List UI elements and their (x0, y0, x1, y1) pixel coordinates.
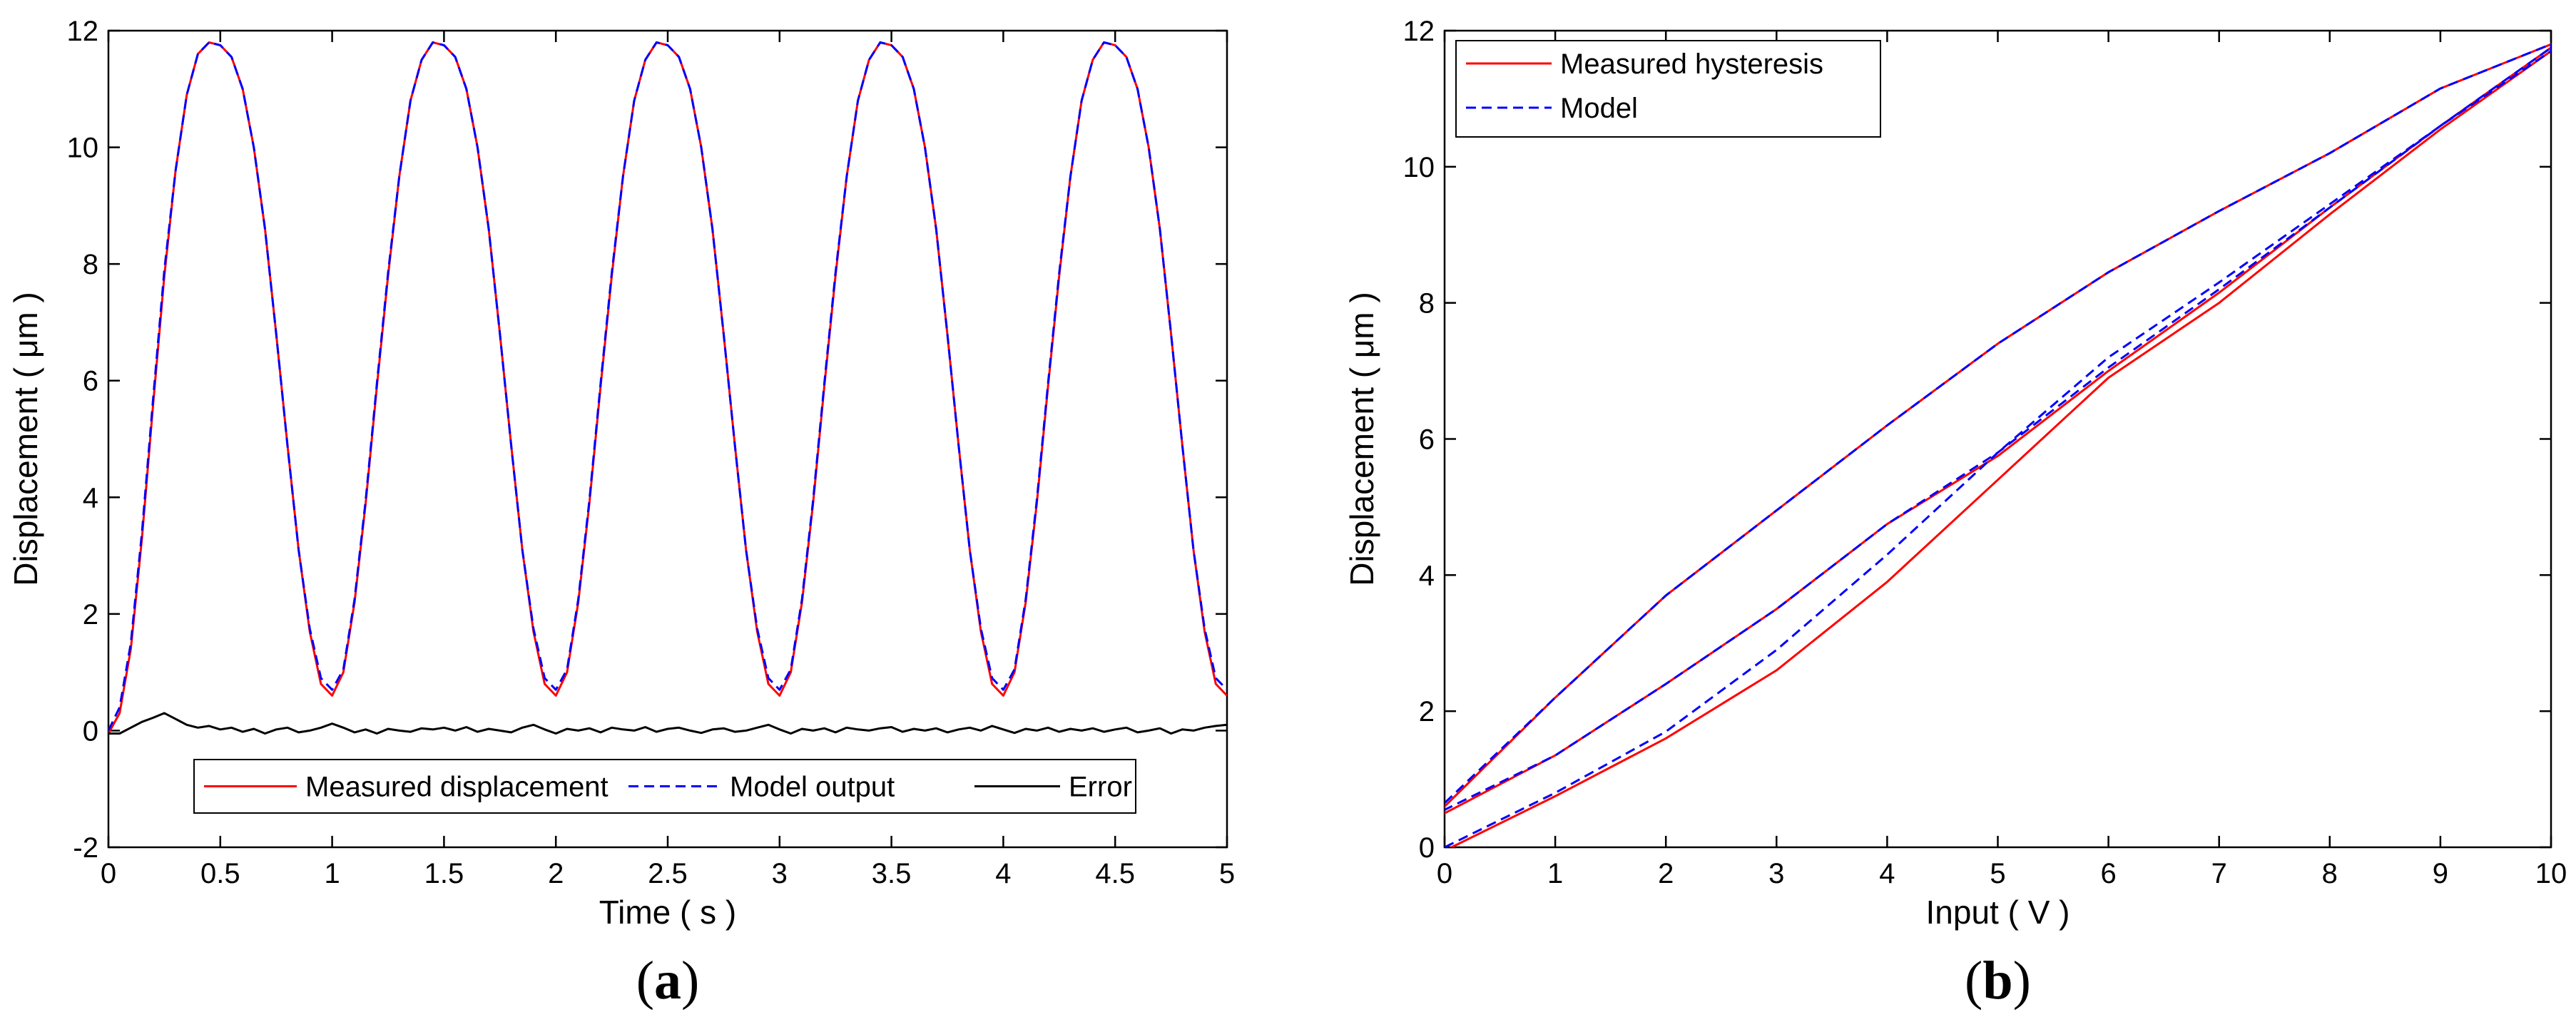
series-measured-displacement (108, 41, 1227, 735)
y-tick-label: 10 (67, 133, 99, 164)
legend-label: Measured hysteresis (1560, 48, 1823, 80)
plot-frame (107, 29, 1228, 849)
series-measured-hysteresis (1445, 43, 2551, 847)
x-axis-label: Time ( s ) (599, 894, 737, 931)
panel-caption: (a) (636, 951, 700, 1011)
y-tick-label: 4 (83, 482, 98, 513)
x-tick-label: 8 (2322, 858, 2338, 889)
y-tick-label: 6 (83, 366, 98, 397)
x-tick-label: 4.5 (1095, 858, 1135, 889)
x-tick-label: 3.5 (872, 858, 912, 889)
plot-frame (1443, 29, 2552, 849)
x-axis-label: Input ( V ) (1926, 894, 2070, 931)
legend-label: Error (1069, 772, 1132, 803)
caption-open-paren: ( (1965, 951, 1982, 1011)
caption-open-paren: ( (636, 951, 654, 1011)
x-tick-label: 3 (772, 858, 788, 889)
series-model (1445, 43, 2551, 847)
x-tick-label: 0 (1437, 858, 1452, 889)
x-tick-label: 1 (1547, 858, 1563, 889)
legend-label: Model (1560, 93, 1638, 124)
x-tick-label: 10 (2535, 858, 2567, 889)
x-tick-label: 4 (995, 858, 1011, 889)
caption-panel-letter: a (654, 951, 681, 1011)
y-tick-label: 12 (67, 16, 99, 47)
series-model-output (108, 41, 1227, 732)
y-tick-label: 12 (1403, 16, 1435, 47)
caption-close-paren: ) (681, 951, 699, 1011)
x-tick-label: 6 (2100, 858, 2116, 889)
y-tick-label: 8 (83, 249, 98, 280)
x-tick-label: 9 (2433, 858, 2448, 889)
y-tick-label: 4 (1419, 560, 1435, 591)
y-tick-label: 2 (1419, 696, 1435, 727)
x-tick-label: 0 (101, 858, 116, 889)
x-tick-label: 5 (1990, 858, 2005, 889)
caption-close-paren: ) (2013, 951, 2031, 1011)
x-tick-label: 0.5 (200, 858, 240, 889)
legend-label: Model output (730, 772, 895, 803)
chart-a (107, 29, 1228, 849)
y-tick-label: 8 (1419, 288, 1435, 320)
y-tick-label: 6 (1419, 424, 1435, 456)
y-tick-label: 0 (1419, 832, 1435, 864)
x-tick-label: 5 (1219, 858, 1235, 889)
y-tick-label: 2 (83, 599, 98, 630)
legend-label: Measured displacement (305, 772, 609, 803)
y-tick-label: 10 (1403, 152, 1435, 183)
x-tick-label: 2.5 (648, 858, 688, 889)
x-tick-label: 4 (1879, 858, 1895, 889)
legend-box (1455, 40, 1881, 138)
caption-panel-letter: b (1982, 951, 2012, 1011)
chart-b (1443, 29, 2552, 849)
y-tick-label: -2 (73, 832, 98, 864)
y-axis-label: Displacement ( μm ) (7, 292, 44, 586)
x-tick-label: 3 (1768, 858, 1784, 889)
y-tick-label: 0 (83, 715, 98, 747)
x-tick-label: 7 (2211, 858, 2227, 889)
x-tick-label: 2 (1658, 858, 1674, 889)
y-axis-label: Displacement ( μm ) (1343, 292, 1380, 586)
series-error (108, 712, 1227, 735)
x-tick-label: 1.5 (424, 858, 464, 889)
x-tick-label: 2 (548, 858, 564, 889)
x-tick-label: 1 (324, 858, 340, 889)
panel-caption: (b) (1965, 951, 2031, 1011)
